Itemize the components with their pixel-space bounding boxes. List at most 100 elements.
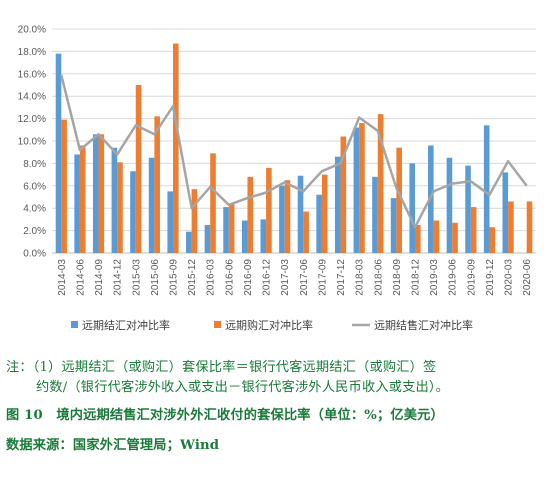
x-tick-label: 2015-12 <box>187 259 198 296</box>
y-tick-label: 10.0% <box>18 137 46 148</box>
bar-purchase <box>266 167 272 253</box>
bar-settlement <box>316 194 322 253</box>
y-tick-label: 18.0% <box>18 47 46 58</box>
y-tick-label: 8.0% <box>23 159 46 170</box>
note-line-2: 约数/（银行代客涉外收入或支出－银行代客涉外人民币收入或支出）。 <box>36 380 450 395</box>
bar-settlement <box>204 225 211 253</box>
note-line-1: 注：（1）远期结汇（或购汇）套保比率＝银行代客远期结汇（或购汇）签 <box>6 360 437 375</box>
y-tick-label: 2.0% <box>23 226 46 237</box>
bar-settlement <box>55 53 62 253</box>
bar-settlement <box>260 219 267 253</box>
x-axis-ticks: 2014-03 2014-06 2014-09 2014-12 2015-03 2015-… <box>57 259 533 296</box>
x-tick-label: 2019-03 <box>429 259 440 296</box>
bar-purchase <box>452 222 458 253</box>
chart-note: 注：（1）远期结汇（或购汇）套保比率＝银行代客远期结汇（或购汇）签 约数/（银行… <box>6 358 544 398</box>
bar-purchase <box>340 136 347 253</box>
x-tick-label: 2016-06 <box>224 259 235 296</box>
bar-purchase <box>117 162 123 253</box>
x-tick-label: 2020-06 <box>522 259 533 296</box>
y-tick-label: 6.0% <box>23 181 46 192</box>
x-tick-label: 2018-03 <box>355 259 366 296</box>
bar-settlement <box>186 231 192 253</box>
bar-purchase <box>135 85 142 253</box>
y-tick-label: 4.0% <box>23 204 46 215</box>
x-tick-label: 2019-06 <box>448 259 459 296</box>
bar-purchase <box>98 134 105 253</box>
bar-purchase <box>396 147 402 253</box>
x-tick-label: 2017-09 <box>317 259 328 296</box>
legend-swatch <box>214 321 221 328</box>
bar-settlement <box>297 175 304 253</box>
x-tick-label: 2016-12 <box>262 259 273 296</box>
bar-purchase <box>247 176 254 253</box>
bar-purchase <box>61 119 67 253</box>
x-tick-label: 2019-09 <box>466 259 477 296</box>
y-axis-ticks: 0.0% 2.0% 4.0% 6.0% 8.0% 10.0% 12.0% 14.0% 16.0%… <box>18 25 46 260</box>
bar-settlement <box>372 176 378 253</box>
bar-settlement <box>279 185 285 253</box>
x-tick-label: 2020-03 <box>504 259 515 296</box>
x-tick-label: 2014-09 <box>94 259 105 296</box>
bar-settlement <box>223 207 229 253</box>
x-tick-label: 2018-12 <box>411 259 422 296</box>
legend-label: 远期结汇对冲比率 <box>82 318 170 332</box>
legend-label: 远期结售汇对冲比率 <box>374 318 473 332</box>
bar-purchase <box>321 174 328 253</box>
bar-purchase <box>210 153 216 253</box>
series-line-settlement-sale <box>60 74 528 229</box>
x-tick-label: 2014-06 <box>75 259 86 296</box>
x-tick-label: 2015-06 <box>150 259 161 296</box>
bar-settlement <box>74 154 80 253</box>
bar-settlement <box>130 171 136 253</box>
bar-purchase <box>433 220 440 253</box>
x-tick-label: 2017-12 <box>336 259 347 296</box>
x-tick-label: 2017-06 <box>299 259 310 296</box>
y-tick-label: 16.0% <box>18 69 46 80</box>
bar-settlement <box>390 198 397 253</box>
x-tick-label: 2017-03 <box>280 259 291 296</box>
bar-settlement <box>334 156 341 253</box>
x-tick-label: 2018-06 <box>373 259 384 296</box>
bar-settlement <box>241 220 248 253</box>
bar-purchase <box>377 114 384 254</box>
y-tick-label: 0.0% <box>23 249 46 260</box>
legend: 远期结汇对冲比率 远期购汇对冲比率 远期结售汇对冲比率 <box>71 318 473 332</box>
line-series <box>60 74 528 229</box>
bar-settlement <box>409 163 415 253</box>
bar-settlement <box>465 165 471 253</box>
bar-purchase <box>489 227 496 253</box>
bar-series <box>55 43 533 254</box>
bar-purchase <box>228 203 235 253</box>
x-tick-label: 2016-03 <box>206 259 217 296</box>
bar-purchase <box>508 201 514 253</box>
bar-purchase <box>284 180 291 253</box>
x-tick-label: 2015-09 <box>169 259 180 296</box>
data-source: 数据来源：国家外汇管理局；Wind <box>6 438 220 453</box>
legend-swatch <box>71 321 78 328</box>
bar-purchase <box>415 225 421 253</box>
x-tick-label: 2016-09 <box>243 259 254 296</box>
bar-settlement <box>167 191 173 253</box>
bar-settlement <box>502 172 509 253</box>
figure-title: 图 10 境内远期结售汇对涉外外汇收付的套保比率（单位：%；亿美元） <box>6 408 444 423</box>
bar-settlement <box>92 134 99 253</box>
bar-purchase <box>303 211 309 253</box>
bar-settlement <box>111 147 118 253</box>
bar-purchase <box>191 189 198 253</box>
bar-settlement <box>148 157 155 253</box>
hedging-ratio-chart: 0.0% 2.0% 4.0% 6.0% 8.0% 10.0% 12.0% 14.0% 16.0%… <box>18 25 536 332</box>
bar-purchase <box>470 207 477 253</box>
x-tick-label: 2019-12 <box>485 259 496 296</box>
bar-purchase <box>173 43 179 254</box>
x-tick-label: 2014-03 <box>57 259 68 296</box>
y-tick-label: 20.0% <box>18 25 46 36</box>
bar-purchase <box>359 123 365 253</box>
legend-label: 远期购汇对冲比率 <box>225 318 313 332</box>
x-tick-label: 2014-12 <box>113 259 124 296</box>
bar-settlement <box>446 157 453 253</box>
x-tick-label: 2015-03 <box>131 259 142 296</box>
bar-settlement <box>353 127 360 253</box>
bar-settlement <box>483 125 490 253</box>
bar-purchase <box>154 116 160 253</box>
y-tick-label: 12.0% <box>18 114 46 125</box>
